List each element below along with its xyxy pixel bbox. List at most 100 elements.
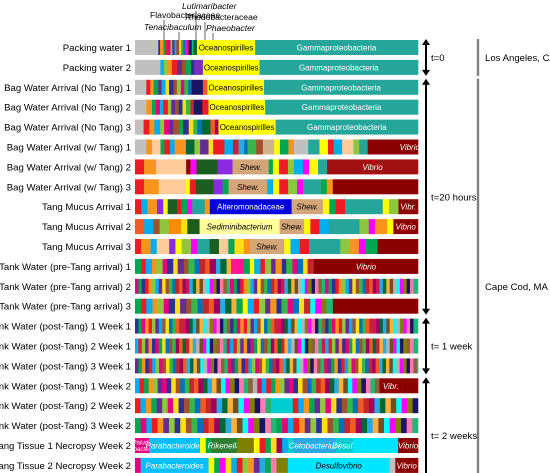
bar-segment [238,358,242,374]
bar-segment [358,398,364,414]
bar-segment [372,418,379,434]
bar-segment [309,398,315,414]
bar-segment [150,239,158,254]
bar-segment [291,338,295,354]
bar-segment [327,358,332,374]
bar-segment [177,59,183,75]
bar-segment [304,278,309,294]
bar-segment [355,338,360,354]
bar-segment [386,318,390,334]
bar-segment [238,398,245,414]
bar-row: Oceanospirilles Gammaproteobacteria [135,40,419,55]
bar-segment [365,358,370,374]
bar-segment [174,139,187,155]
bar-segment [259,457,266,473]
bar-segment [190,99,195,115]
bar-segment [287,438,294,453]
bar-segment [135,457,141,473]
bar-segment [146,79,151,95]
bar-segment [168,219,182,235]
bar-row: Oceanospirilles Gammaproteobacteria [135,79,419,95]
bar-segment [368,219,376,235]
bar-segment [338,278,343,294]
bar-segment [379,338,384,354]
bar-segment [270,378,276,394]
bar-segment [403,318,407,334]
bar-segment [169,358,174,374]
segment-label: Desulfovibrio [316,461,363,470]
row-label: Tank Water (post-Tang) 3 Week 2 [0,421,131,432]
bar-segment [338,418,345,434]
bar-segment [292,258,298,274]
bar-segment [306,358,311,374]
arrow-up-icon [422,377,430,384]
bar-segment [406,418,413,434]
segment-label: Rikenella [208,442,241,451]
bar-segment [250,318,255,334]
bar-segment [271,258,276,274]
bar-segment [284,378,290,394]
bar-segment [396,318,401,334]
bar-segment [302,159,310,175]
bar-segment [173,258,178,274]
bar-segment [244,139,248,155]
bar-segment [325,338,329,354]
bar-segment [251,358,256,374]
bar-segment [345,338,350,354]
segment-label: Vibr. [383,382,399,391]
bar-segment [249,258,255,274]
bar-segment [187,40,190,55]
bar-segment [215,258,221,274]
bar-segment [253,338,258,354]
bar-segment [369,398,375,414]
bar-segment [301,318,306,334]
bar-segment [173,119,180,135]
bar-segment [355,278,360,294]
bar-segment [352,338,357,354]
bar-segment [191,418,198,434]
bar-segment [211,378,217,394]
bar-segment [359,318,363,334]
bar-segment [236,457,243,473]
row-label: Tank Water (pre-Tang arrival) 3 [0,302,131,313]
bar-segment [203,358,208,374]
bar-segment [365,338,370,354]
bar-segment [369,278,374,294]
bar-segment [243,278,248,294]
bar-segment [167,59,173,75]
bar-segment [220,258,227,274]
taxon-label: Flavobacteriaceae [150,10,220,20]
bar-segment [138,318,143,334]
bar-segment [174,40,177,55]
bar-segment [209,338,214,354]
row-label: Bag Water Arrival (w/ Tang) 2 [7,162,131,173]
bar-segment [260,258,266,274]
bar-segment [189,398,196,414]
bar-segment [393,318,397,334]
bar-segment [141,239,151,254]
bar-segment [168,298,176,314]
bar-segment [284,239,291,254]
bar-segment [182,338,187,354]
bar-segment [299,418,306,434]
bar-segment [257,318,261,334]
bar-segment [148,338,153,354]
bar-segment [236,318,241,334]
bar-segment [281,278,285,294]
bar-segment [256,139,264,155]
bar-segment [189,318,194,334]
bar-segment [352,278,357,294]
bar-segment [253,318,258,334]
bar-segment [163,99,169,115]
bar-segment [151,99,157,115]
bar-segment [288,139,295,155]
bar-segment [287,457,390,473]
bar-segment [186,159,191,175]
bar-segment [156,398,163,414]
bar-segment [247,278,251,294]
bar-segment [248,358,253,374]
bar-segment [216,338,221,354]
bar-segment [234,239,245,254]
bar-segment [222,179,229,195]
bar-segment [196,278,200,294]
